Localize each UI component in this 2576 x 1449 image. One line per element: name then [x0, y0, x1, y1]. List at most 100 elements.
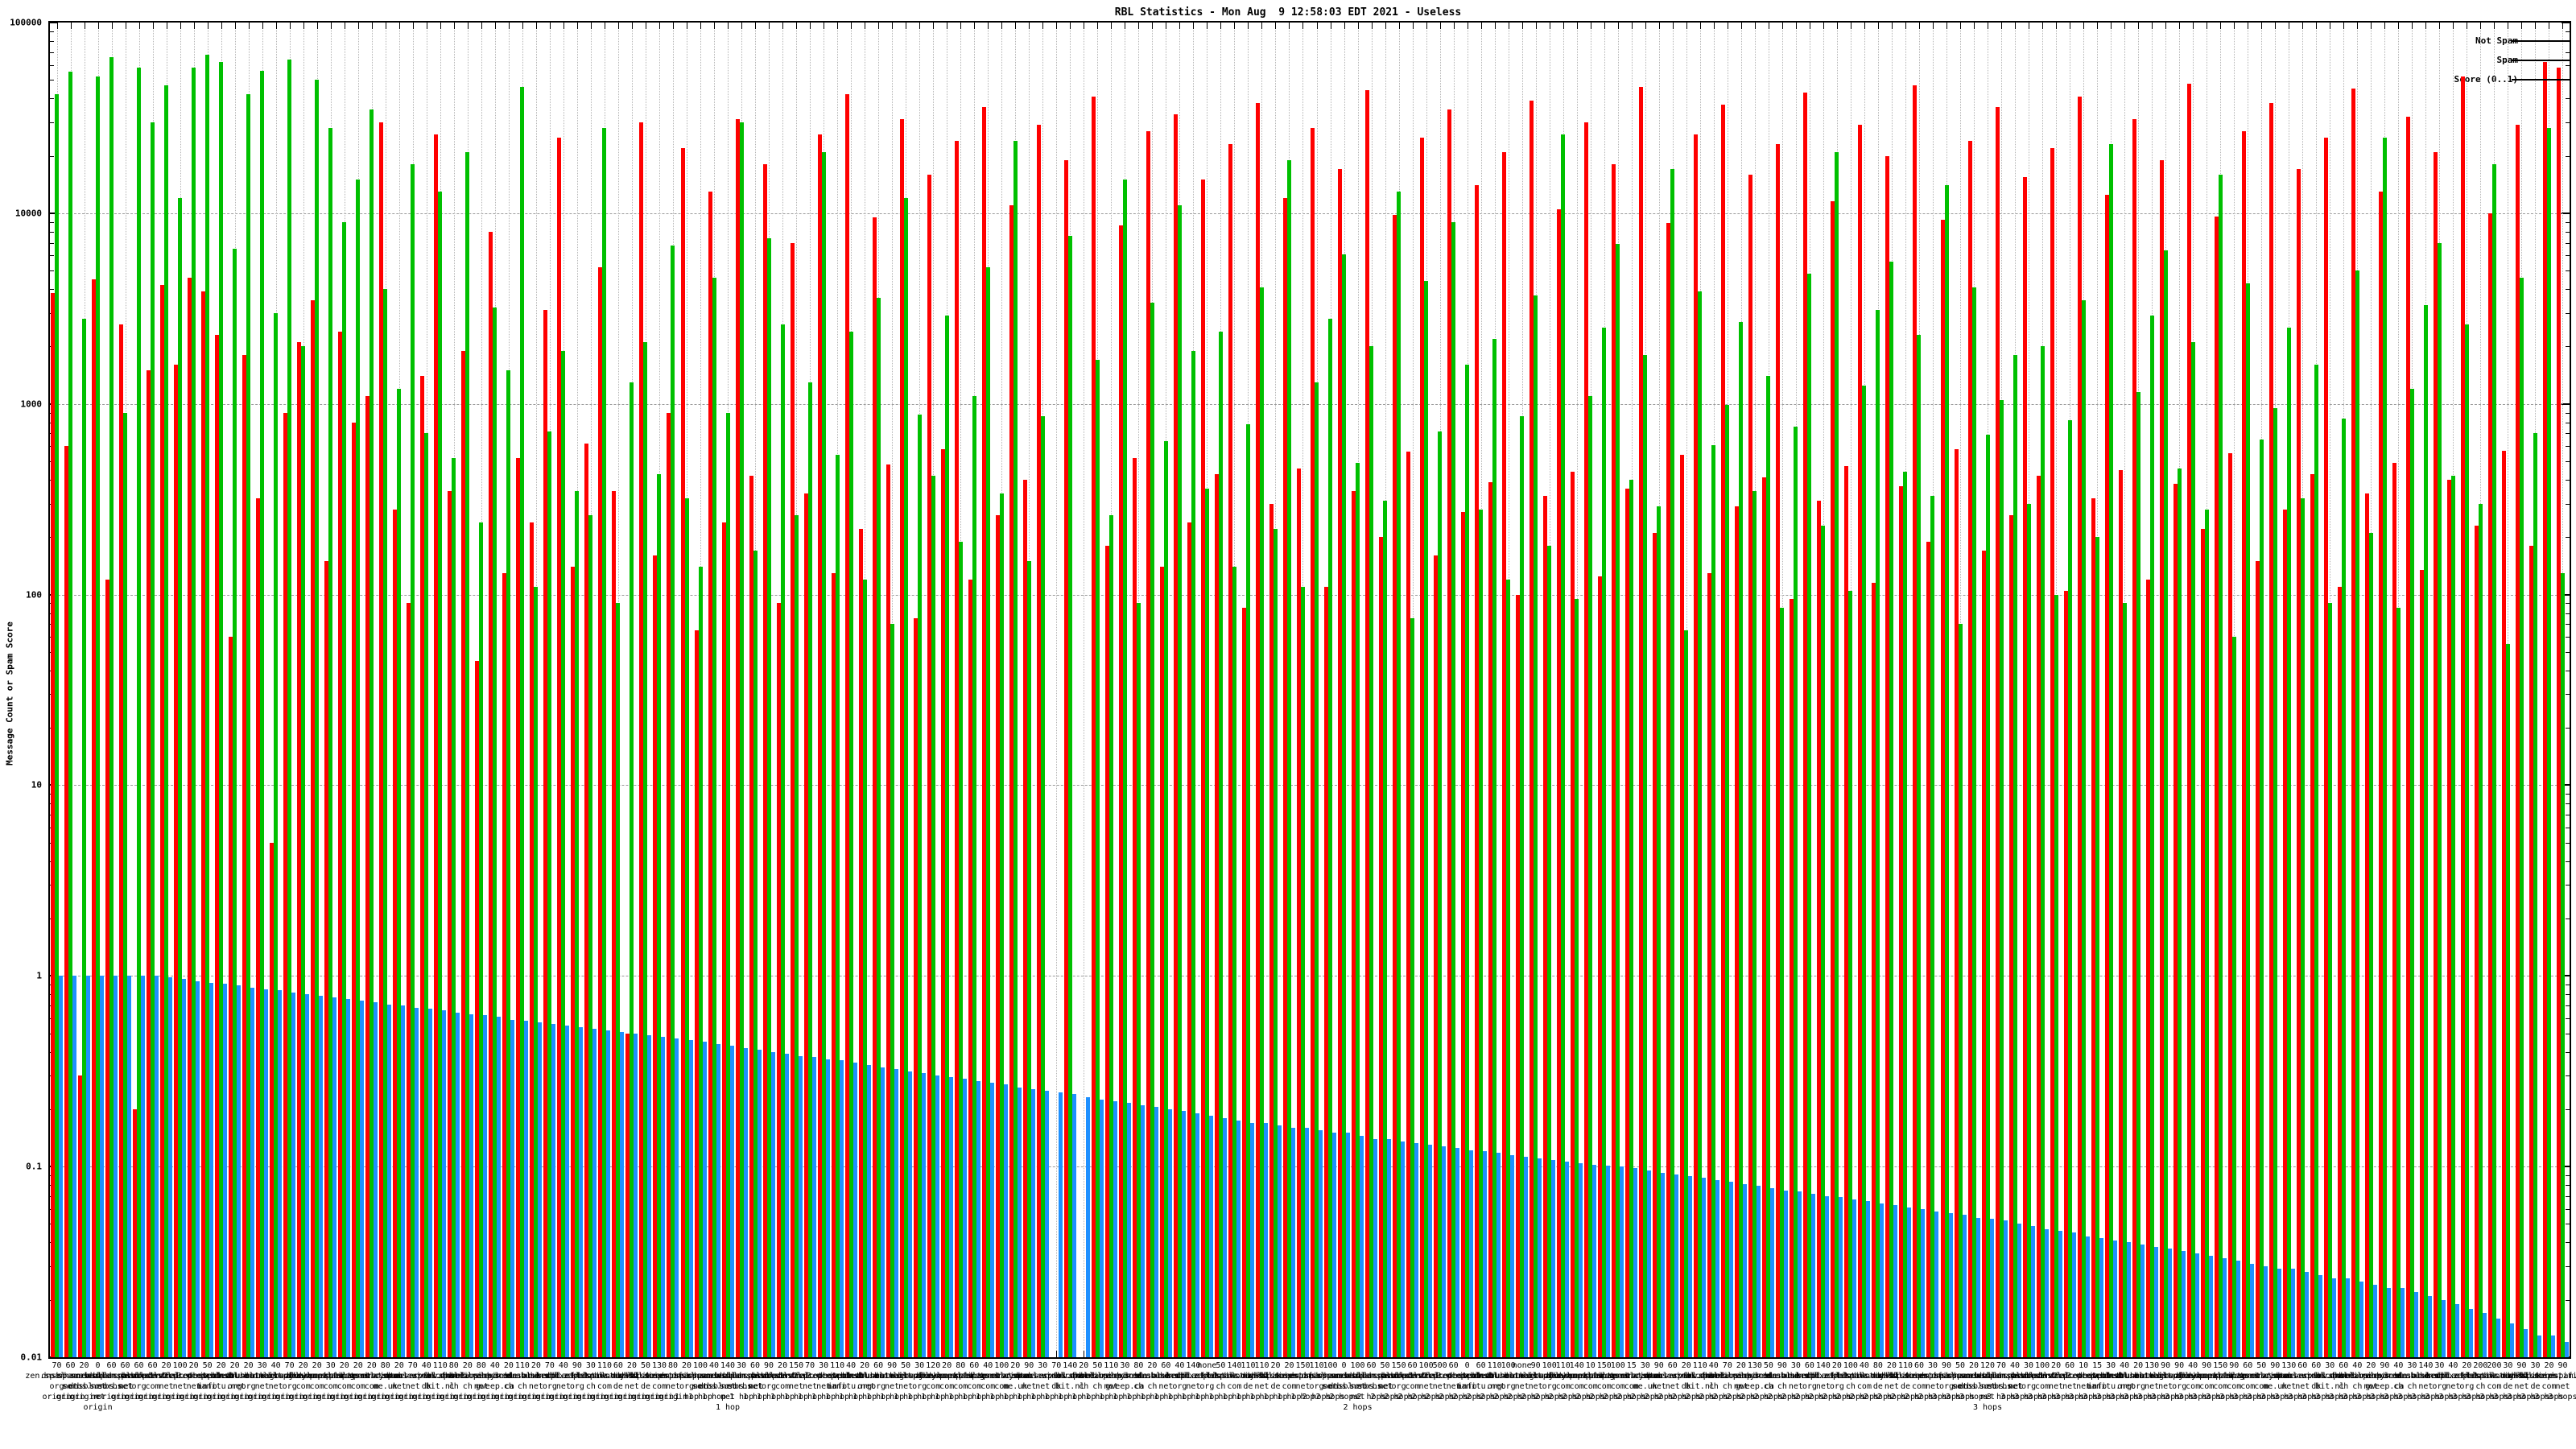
x-tick-label: 2 hops [1808, 1393, 1838, 1402]
x-tick-label: 90 [572, 1361, 582, 1370]
x-tick-label: net [63, 1382, 78, 1391]
x-tick-label: dnsbl-2.uceprotect. [134, 1372, 226, 1381]
bar-not-spam [133, 1108, 138, 1357]
bar-spam [917, 414, 922, 1357]
bar-score [2345, 1278, 2350, 1357]
x-tick-label: 1 hop [989, 1393, 1014, 1402]
y-minor-tick [2566, 1299, 2570, 1301]
x-tick-label: 60 [1448, 1361, 1459, 1370]
x-tick-label: de [1872, 1382, 1883, 1391]
x-tick-label: 2 hops [1876, 1393, 1907, 1402]
y-major-tick [2562, 1356, 2570, 1358]
bar-not-spam [1502, 151, 1507, 1357]
bar-not-spam [653, 555, 658, 1357]
bar-spam [479, 522, 484, 1357]
x-tick-label: 3 hops [1986, 1393, 2017, 1402]
bar-spam [1218, 331, 1223, 1357]
x-top-tick [1261, 23, 1263, 29]
x-tick-label: org [1391, 1382, 1406, 1391]
bar-score [2249, 1263, 2254, 1357]
x-tick-label: spamrbl.imp. [438, 1372, 497, 1381]
bar-score [1798, 1191, 1802, 1357]
bar-not-spam [1104, 546, 1109, 1357]
bar-not-spam [2501, 450, 2506, 1357]
x-tick-label: bogons.cymru. [2230, 1372, 2293, 1381]
x-tick-label: 60 [134, 1361, 144, 1370]
x-tick-label: origin [220, 1393, 250, 1402]
x-tick-label: 3 hops [1959, 1393, 1989, 1402]
x-top-tick [316, 23, 318, 29]
bar-spam [739, 122, 744, 1357]
x-tick-label: 90 [2557, 1361, 2568, 1370]
x-tick-label: 2 hops [1589, 1393, 1619, 1402]
x-top-tick [933, 23, 935, 29]
bar-score [743, 1047, 748, 1357]
x-tick-label: 90 [887, 1361, 898, 1370]
x-top-tick [755, 23, 757, 29]
x-tick-label: 90 [2174, 1361, 2185, 1370]
x-tick-label: 100 [1350, 1361, 1365, 1370]
x-tick-label: 3 hops [2014, 1393, 2044, 1402]
bar-spam [1410, 618, 1415, 1357]
bar-score [962, 1078, 967, 1357]
x-tick-label: origin [398, 1393, 427, 1402]
x-tick-label: z.mailspike. [1232, 1372, 1291, 1381]
bar-score [59, 976, 63, 1357]
bar-score [2099, 1238, 2103, 1357]
x-tick-label: relays.bl. [1100, 1372, 1150, 1381]
x-tick-label: tor.dan. [365, 1372, 405, 1381]
x-tick-label: bl.spamcop. [728, 1372, 782, 1381]
bar-score [1017, 1087, 1022, 1357]
x-tick-label: origin [357, 1393, 386, 1402]
bar-score [1839, 1197, 1843, 1357]
x-tick-label: spamrbl.imp. [1698, 1372, 1757, 1381]
bar-not-spam [201, 291, 206, 1357]
x-tick-label: 3 hops [2206, 1393, 2235, 1402]
bar-spam [602, 127, 607, 1357]
x-top-tick [70, 23, 72, 29]
x-top-tick [330, 23, 332, 29]
bar-score [127, 976, 132, 1357]
bar-spam [397, 388, 402, 1357]
legend-label-spam: Spam [2496, 55, 2519, 65]
x-tick-label: 70 [1996, 1361, 2007, 1370]
x-top-tick [728, 23, 729, 29]
bar-spam [1040, 416, 1045, 1357]
x-tick-label: com [775, 1382, 791, 1391]
x-tick-label: dyna.spamrats. [2186, 1372, 2255, 1381]
x-tick-label: origin [56, 1393, 85, 1402]
bar-spam [1944, 185, 1949, 1357]
bar-score [675, 1038, 679, 1357]
bar-spam [520, 86, 525, 1357]
x-tick-label: none [1512, 1361, 1532, 1370]
x-tick-label: ch [2352, 1382, 2363, 1391]
bar-not-spam [776, 603, 781, 1357]
x-tick-label: spam.dnsbl. [687, 1372, 741, 1381]
bar-score [770, 1051, 775, 1357]
x-tick-label: net [2281, 1382, 2297, 1391]
x-tick-label: 30 [2024, 1361, 2034, 1370]
y-minor-tick [2566, 803, 2570, 805]
bar-score [2167, 1249, 2172, 1357]
x-tick-label: 50 [1763, 1361, 1773, 1370]
bar-score [223, 983, 228, 1357]
bar-score [2017, 1224, 2021, 1357]
y-tick-label: 1000 [20, 398, 43, 410]
bar-not-spam [2310, 473, 2314, 1357]
x-tick-label: org [227, 1382, 242, 1391]
x-top-tick [1877, 23, 1879, 29]
x-top-tick [960, 23, 962, 29]
bar-spam [82, 318, 87, 1357]
bar-score [1208, 1115, 1213, 1357]
x-tick-label: cbl.abuseat. [2095, 1372, 2154, 1381]
bar-spam [2067, 420, 2072, 1357]
bar-spam [1026, 560, 1031, 1357]
bar-score [1167, 1108, 1172, 1357]
x-tick-label: dnsbl-3.uceprotect. [777, 1372, 870, 1381]
x-top-tick [275, 23, 277, 29]
x-tick-label: 2 hops [1384, 1393, 1414, 1402]
x-tick-label: 110 [1254, 1361, 1269, 1370]
bar-score [72, 976, 77, 1357]
x-tick-label: dnsbl.sorbs. [698, 1382, 758, 1391]
x-tick-label: com [2213, 1382, 2228, 1391]
